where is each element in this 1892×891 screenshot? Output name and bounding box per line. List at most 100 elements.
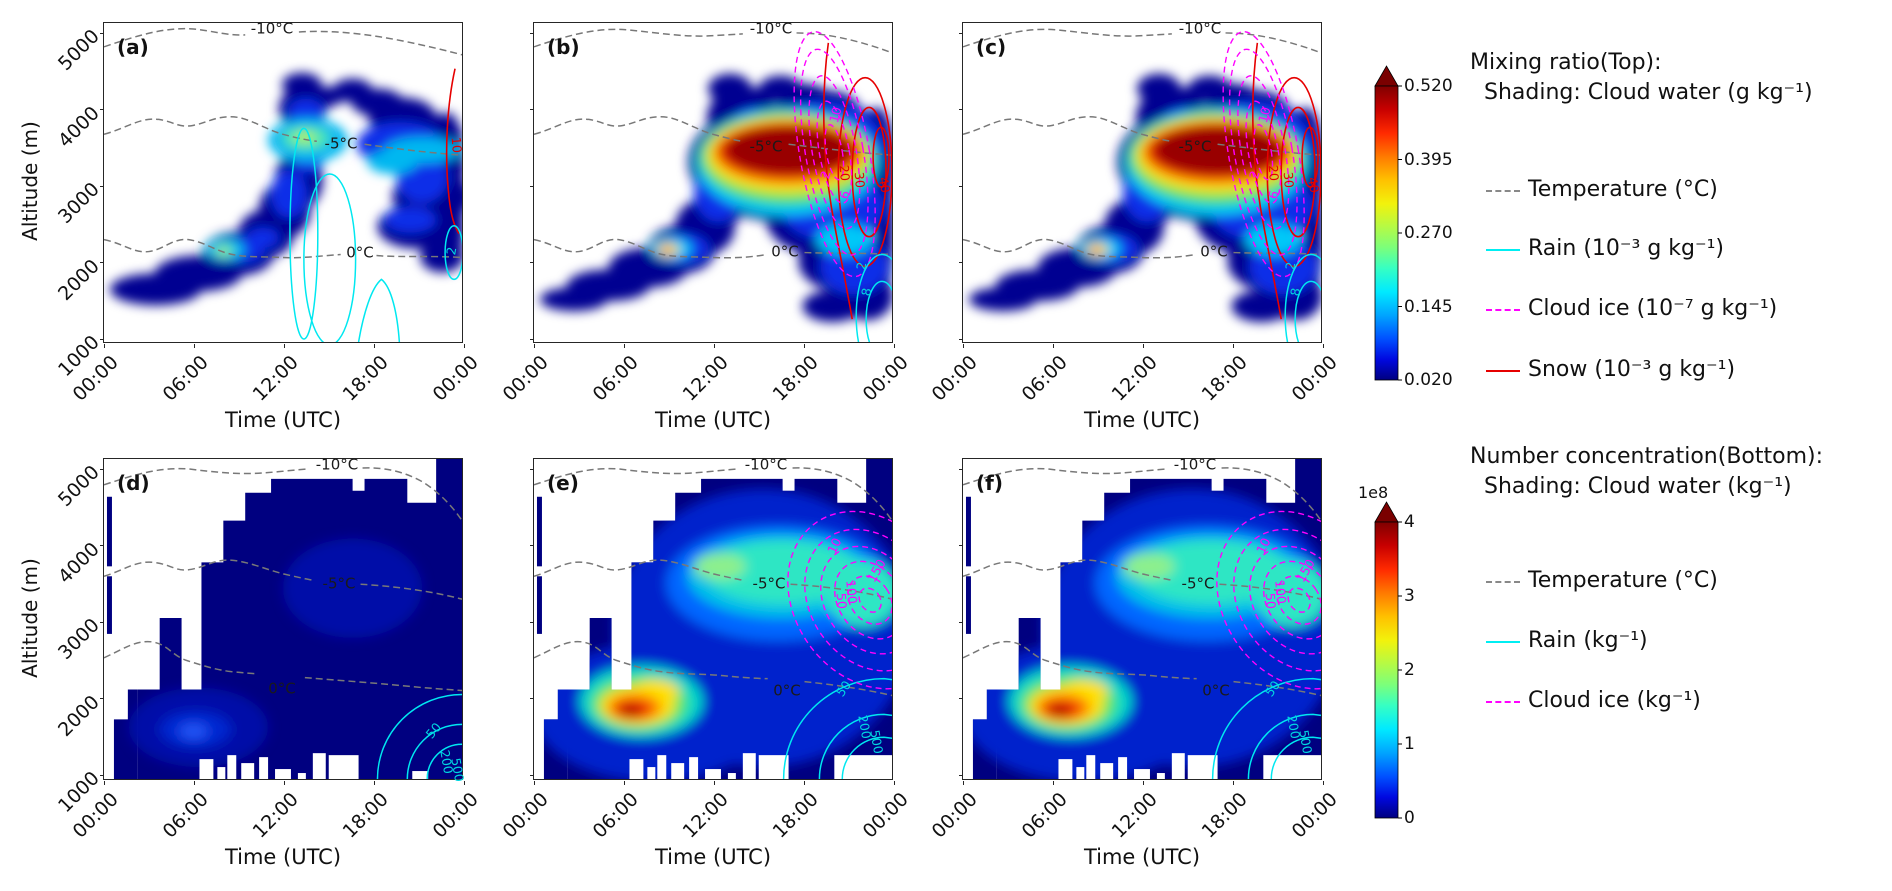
y-tick-mark: [530, 32, 534, 34]
y-tick-mark: [959, 545, 963, 546]
y-tick-mark: [530, 262, 534, 263]
x-tick-mark: [193, 344, 195, 348]
x-tick-label: 06:00: [158, 788, 213, 843]
x-tick-mark: [193, 781, 195, 785]
colorbar-top-tick: 0.520: [1404, 76, 1453, 96]
legend-temperature-line-sample: [1486, 190, 1520, 192]
x-tick-mark: [623, 344, 625, 348]
legend-entry-temperature: Temperature (°C): [1528, 568, 1718, 593]
y-tick-mark: [100, 338, 104, 340]
x-tick-label: 00:00: [428, 351, 483, 406]
x-tick-mark: [463, 344, 465, 348]
contour-value-label: 500: [867, 728, 887, 755]
legend-bottom-title-2: Shading: Cloud water (kg⁻¹): [1484, 474, 1792, 499]
x-tick-label: 00:00: [498, 351, 553, 406]
y-axis-label-bottom: Altitude (m): [18, 558, 42, 678]
x-tick-mark: [463, 781, 465, 785]
panel-letter-a: (a): [117, 35, 149, 59]
x-tick-mark: [283, 781, 285, 785]
panel-d-plot: [104, 459, 462, 779]
x-tick-label: 00:00: [498, 788, 553, 843]
x-tick-mark: [623, 781, 625, 785]
y-tick-mark: [100, 545, 104, 546]
x-tick-mark: [1322, 344, 1324, 348]
y-tick-mark: [959, 774, 963, 776]
legend-cloud-ice-line-sample: [1486, 701, 1520, 703]
y-tick-mark: [530, 621, 534, 623]
colorbar-bottom-tick: 4: [1404, 512, 1415, 532]
y-tick-label: 2000: [54, 254, 104, 305]
contour-value-label: 40: [1304, 175, 1323, 195]
x-axis-label: Time (UTC): [1083, 408, 1201, 432]
x-tick-label: 18:00: [768, 788, 823, 843]
temperature-contour-label: 0°C: [1202, 681, 1230, 700]
panel-a-plot: [104, 27, 462, 342]
contour-value-label: 50: [833, 592, 850, 610]
x-axis-label: Time (UTC): [654, 845, 772, 869]
legend-cloud-ice-line-sample: [1486, 309, 1520, 311]
y-tick-mark: [100, 698, 104, 699]
y-tick-label: 4000: [54, 101, 104, 152]
panel-letter-e: (e): [547, 471, 579, 495]
legend-entry-rain: Rain (10⁻³ g kg⁻¹): [1528, 236, 1725, 261]
x-tick-label: 18:00: [1197, 788, 1252, 843]
temperature-contour-label: -10°C: [749, 19, 793, 38]
x-tick-label: 18:00: [338, 351, 393, 406]
colorbar-bottom-tick: 0: [1404, 808, 1415, 828]
x-tick-mark: [103, 781, 105, 785]
temperature-contour-label: 0°C: [346, 243, 374, 262]
temperature-contour-label: -5°C: [1178, 137, 1212, 156]
x-tick-mark: [893, 781, 895, 785]
panel-letter-b: (b): [547, 35, 580, 59]
x-tick-mark: [1052, 781, 1054, 785]
panel-letter-c: (c): [976, 35, 1007, 59]
contour-value-label: 500: [1296, 728, 1316, 755]
x-tick-mark: [713, 781, 715, 785]
x-tick-mark: [1232, 344, 1234, 348]
panel-f-plot: [963, 459, 1321, 779]
temperature-contour-label: 0°C: [268, 679, 296, 698]
x-tick-mark: [373, 344, 375, 348]
y-tick-mark: [959, 621, 963, 623]
temperature-contour-label: -5°C: [1181, 574, 1215, 593]
legend-entry-temperature: Temperature (°C): [1528, 177, 1718, 202]
y-tick-mark: [530, 185, 534, 187]
y-tick-mark: [530, 698, 534, 699]
temperature-contour-label: 0°C: [771, 242, 799, 261]
temperature-contour-label: -10°C: [250, 19, 294, 38]
x-tick-mark: [103, 344, 105, 348]
legend-bottom-title-1: Number concentration(Bottom):: [1470, 444, 1824, 469]
y-tick-label: 5000: [54, 25, 104, 75]
y-tick-label: 5000: [54, 461, 104, 511]
y-tick-mark: [959, 698, 963, 699]
x-axis-label: Time (UTC): [1083, 845, 1201, 869]
x-tick-mark: [283, 344, 285, 348]
legend-entry-snow: Snow (10⁻³ g kg⁻¹): [1528, 357, 1736, 382]
panel-d: (d) -10°C -5°C 0°C 50 200 500 00:00 06:00 12:00 1…: [54, 457, 483, 869]
y-tick-mark: [100, 109, 104, 110]
x-tick-mark: [533, 781, 535, 785]
y-tick-label: 2000: [54, 690, 104, 741]
legend-rain-line-sample: [1486, 641, 1520, 643]
x-tick-label: 06:00: [1017, 788, 1072, 843]
contour-value-label: 20: [1265, 164, 1282, 182]
panel-e: (e) -10°C -5°C 0°C 10 150 100 50 50 200 500 00:00 0…: [499, 457, 913, 869]
x-tick-mark: [962, 344, 964, 348]
legend-temperature-line-sample: [1486, 581, 1520, 583]
temperature-contour-label: -10°C: [1178, 19, 1222, 38]
x-tick-label: 00:00: [428, 788, 483, 843]
x-tick-label: 18:00: [768, 351, 823, 406]
contour-value-label: 10: [448, 136, 465, 154]
y-tick-mark: [959, 338, 963, 340]
x-axis-label: Time (UTC): [224, 408, 342, 432]
x-tick-label: 12:00: [248, 351, 303, 406]
temperature-contour-label: -5°C: [752, 574, 786, 593]
colorbar-top-tick: 0.020: [1404, 370, 1453, 390]
contour-value-label: 500: [448, 756, 468, 783]
y-tick-mark: [530, 338, 534, 340]
y-tick-mark: [530, 468, 534, 470]
y-tick-mark: [959, 262, 963, 263]
x-tick-label: 00:00: [927, 788, 982, 843]
temperature-contour-label: -5°C: [324, 134, 358, 153]
